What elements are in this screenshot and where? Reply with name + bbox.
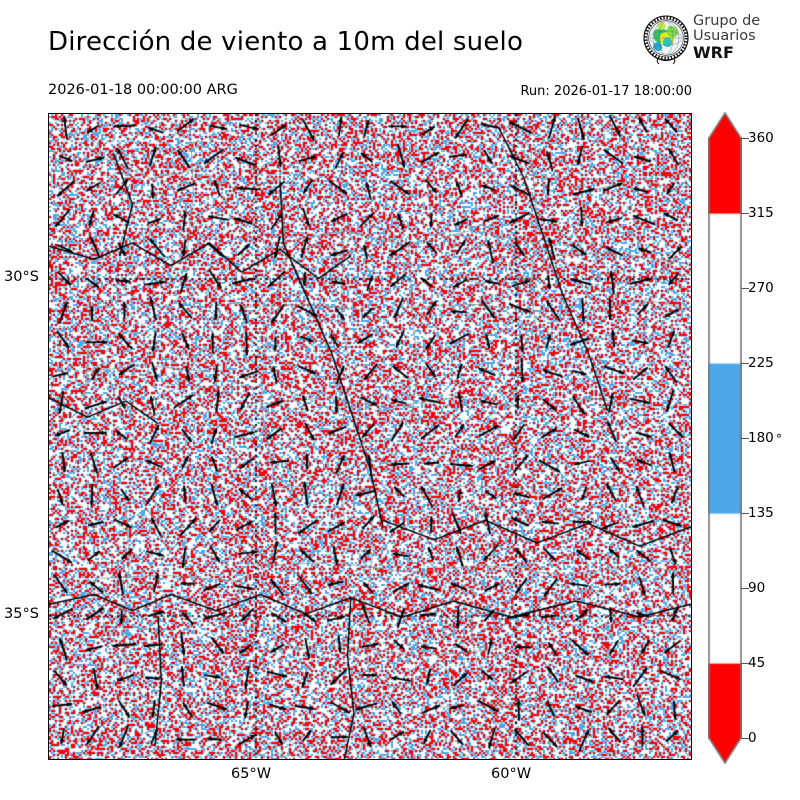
colorbar-unit-label: ° <box>776 432 782 446</box>
colorbar-tick-label: 45 <box>748 655 766 671</box>
y-axis-tick-label: 30°S <box>4 269 39 285</box>
colorbar-tick-label: 270 <box>748 280 774 296</box>
x-axis-tick-label: 65°W <box>231 766 272 782</box>
colorbar-tick-label: 360 <box>748 130 774 146</box>
colorbar-tick-label: 90 <box>748 580 766 596</box>
wrf-globe-seal-icon <box>641 12 691 68</box>
colorbar-tick-label: 135 <box>748 505 774 521</box>
valid-time-label: 2026-01-18 00:00:00 ARG <box>48 82 238 98</box>
wind-direction-field <box>49 114 691 759</box>
x-axis-tick-label: 60°W <box>491 766 532 782</box>
colorbar-tick-mark <box>742 362 749 364</box>
colorbar-tick-mark <box>742 437 749 439</box>
colorbar-tick-label: 225 <box>748 355 774 371</box>
colorbar <box>708 112 742 764</box>
colorbar-tick-label: 315 <box>748 205 774 221</box>
wrf-user-group-logo: Grupo de Usuarios WRF <box>641 12 799 74</box>
y-axis-tick-label: 35°S <box>4 606 39 622</box>
run-time-label: Run: 2026-01-17 18:00:00 <box>520 84 692 99</box>
colorbar-tick-label: 0 <box>748 730 757 746</box>
colorbar-tick-label: 180 <box>748 430 774 446</box>
map-plot-area[interactable] <box>48 113 692 760</box>
logo-line-2: Usuarios <box>693 27 756 44</box>
logo-line-3: WRF <box>693 42 734 62</box>
colorbar-tick-mark <box>742 662 749 664</box>
colorbar-tick-mark <box>742 212 749 214</box>
colorbar-tick-mark <box>742 287 749 289</box>
colorbar-gradient <box>708 112 742 764</box>
colorbar-tick-mark <box>742 737 749 739</box>
logo-text: Grupo de Usuarios WRF <box>693 14 799 61</box>
logo-line-1: Grupo de <box>693 13 761 29</box>
page-title: Dirección de viento a 10m del suelo <box>48 27 524 57</box>
colorbar-tick-mark <box>742 587 749 589</box>
colorbar-tick-mark <box>742 512 749 514</box>
colorbar-tick-mark <box>742 137 749 139</box>
